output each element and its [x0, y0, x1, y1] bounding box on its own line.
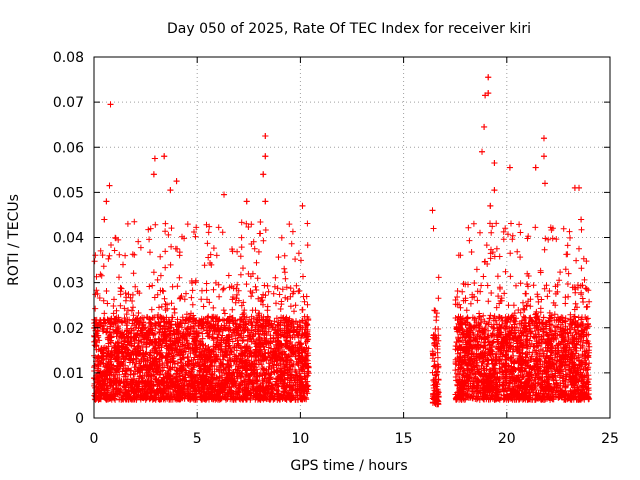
y-tick-label: 0.03: [53, 276, 84, 292]
roti-point: [485, 90, 492, 97]
data-points: [91, 74, 593, 408]
roti-point: [491, 187, 498, 194]
roti-point: [429, 207, 436, 214]
y-tick-label: 0.02: [53, 321, 84, 337]
x-tick-label: 15: [395, 431, 413, 447]
roti-point: [106, 182, 113, 189]
y-tick-labels: 0 0.01 0.02 0.03 0.04 0.05 0.06 0.07 0.08: [53, 50, 84, 427]
roti-point: [430, 225, 437, 232]
roti-point: [262, 198, 269, 205]
roti-point: [576, 184, 583, 191]
y-axis-label: ROTI / TECUs: [6, 194, 22, 286]
roti-point: [541, 180, 548, 187]
y-tick-label: 0: [75, 411, 84, 427]
roti-point: [243, 198, 250, 205]
roti-point: [262, 132, 269, 139]
y-tick-label: 0.06: [53, 140, 84, 156]
roti-point-cloud: [91, 74, 593, 408]
x-tick-labels: 0 5 10 15 20 25: [90, 431, 619, 447]
roti-point: [506, 164, 513, 171]
chart-title: Day 050 of 2025, Rate Of TEC Index for r…: [167, 21, 531, 37]
roti-point: [485, 74, 492, 81]
x-tick-label: 25: [601, 431, 619, 447]
x-tick-label: 5: [193, 431, 202, 447]
roti-point: [578, 216, 585, 223]
y-tick-label: 0.04: [53, 231, 84, 247]
roti-point: [221, 191, 228, 198]
y-tick-label: 0.08: [53, 50, 84, 66]
y-tick-label: 0.05: [53, 185, 84, 201]
roti-point: [532, 164, 539, 171]
x-tick-label: 20: [498, 431, 516, 447]
roti-point: [491, 160, 498, 167]
roti-point: [481, 123, 488, 130]
roti-point: [150, 171, 157, 178]
roti-point: [299, 202, 306, 209]
roti-point: [167, 187, 174, 194]
roti-point: [482, 92, 489, 99]
y-tick-label: 0.01: [53, 366, 84, 382]
roti-point: [103, 198, 110, 205]
roti-point: [487, 202, 494, 209]
x-tick-label: 10: [291, 431, 309, 447]
roti-point: [107, 101, 114, 108]
roti-point: [260, 171, 267, 178]
roti-point: [173, 178, 180, 185]
roti-point: [101, 216, 108, 223]
axis-ticks: [93, 56, 611, 419]
roti-point: [262, 153, 269, 160]
roti-point: [479, 148, 486, 155]
x-axis-label: GPS time / hours: [290, 458, 407, 474]
y-tick-label: 0.07: [53, 95, 84, 111]
roti-point: [540, 153, 547, 160]
roti-point: [540, 135, 547, 142]
roti-point: [161, 153, 168, 160]
x-tick-label: 0: [90, 431, 99, 447]
roti-point: [151, 155, 158, 162]
